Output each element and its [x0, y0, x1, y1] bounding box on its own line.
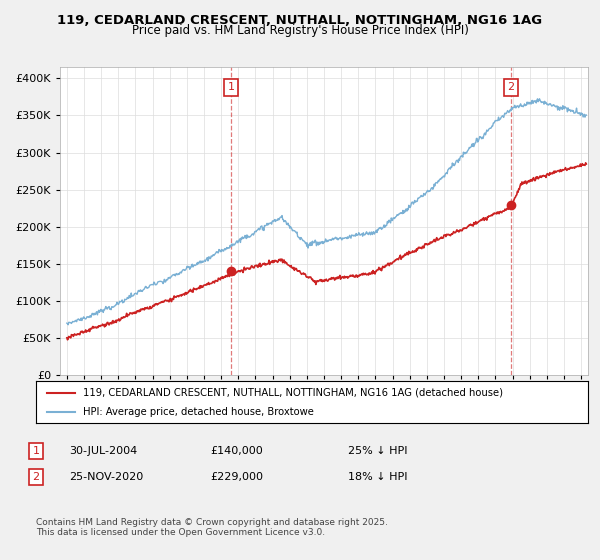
- Text: 25-NOV-2020: 25-NOV-2020: [69, 472, 143, 482]
- Text: 1: 1: [32, 446, 40, 456]
- Text: 1: 1: [227, 82, 235, 92]
- Text: 119, CEDARLAND CRESCENT, NUTHALL, NOTTINGHAM, NG16 1AG (detached house): 119, CEDARLAND CRESCENT, NUTHALL, NOTTIN…: [83, 388, 503, 398]
- Text: Contains HM Land Registry data © Crown copyright and database right 2025.
This d: Contains HM Land Registry data © Crown c…: [36, 518, 388, 538]
- Text: 2: 2: [507, 82, 514, 92]
- Text: 119, CEDARLAND CRESCENT, NUTHALL, NOTTINGHAM, NG16 1AG: 119, CEDARLAND CRESCENT, NUTHALL, NOTTIN…: [58, 14, 542, 27]
- Text: Price paid vs. HM Land Registry's House Price Index (HPI): Price paid vs. HM Land Registry's House …: [131, 24, 469, 36]
- Text: £229,000: £229,000: [210, 472, 263, 482]
- Text: 30-JUL-2004: 30-JUL-2004: [69, 446, 137, 456]
- Text: 18% ↓ HPI: 18% ↓ HPI: [348, 472, 407, 482]
- Text: 25% ↓ HPI: 25% ↓ HPI: [348, 446, 407, 456]
- Text: 2: 2: [32, 472, 40, 482]
- Text: £140,000: £140,000: [210, 446, 263, 456]
- Text: HPI: Average price, detached house, Broxtowe: HPI: Average price, detached house, Brox…: [83, 407, 314, 417]
